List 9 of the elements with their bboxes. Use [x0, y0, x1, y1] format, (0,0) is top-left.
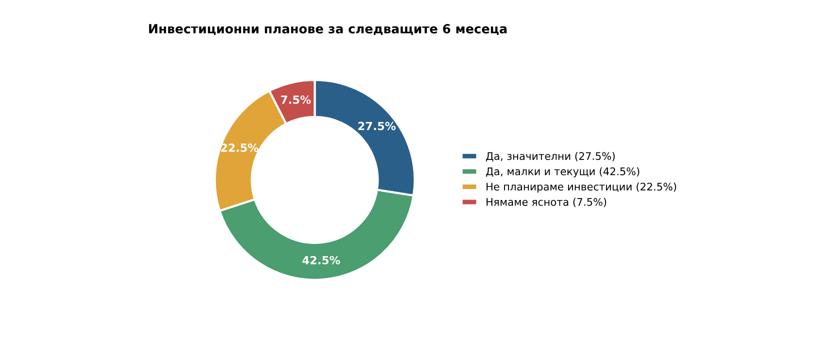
- legend-label: Не планираме инвестиции (22.5%): [486, 182, 676, 193]
- data-label: 42.5%: [302, 256, 340, 264]
- data-label: 22.5%: [221, 144, 258, 152]
- data-label: 27.5%: [358, 122, 396, 130]
- legend-label: Да, малки и текущи (42.5%): [486, 167, 640, 178]
- legend-label: Нямаме яснота (7.5%): [486, 198, 606, 208]
- data-label: 7.5%: [281, 95, 311, 104]
- legend-label: Да, значителни (27.5%): [486, 152, 615, 162]
- chart-title: Инвестиционни планове за следващите 6 месеца: [149, 24, 507, 36]
